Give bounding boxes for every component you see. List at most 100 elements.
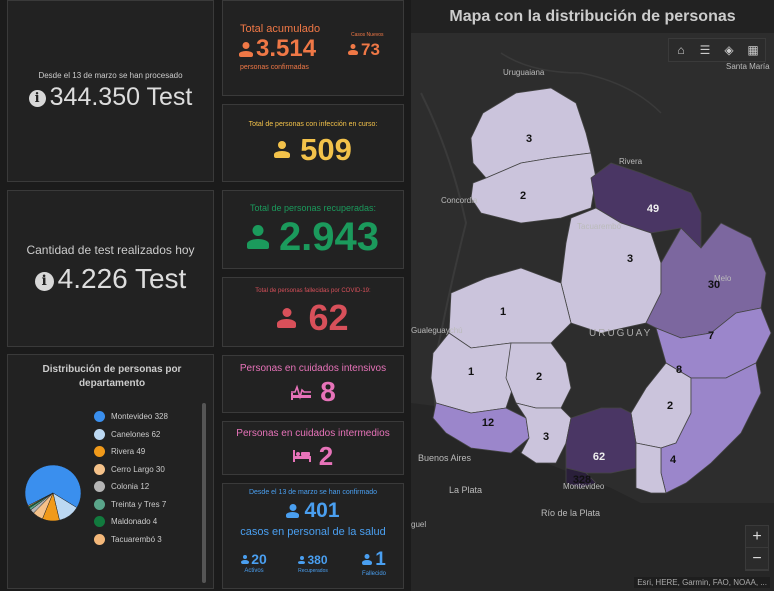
tests-today-caption: Cantidad de test realizados hoy (26, 242, 195, 257)
zoom-controls: + − (745, 525, 769, 571)
place-label: Montevideo (563, 482, 605, 491)
recuperados-label: Recuperados (298, 568, 328, 574)
place-label: Río de la Plata (541, 508, 600, 518)
department-soriano[interactable] (430, 332, 517, 414)
legend-item[interactable]: Tacuarembó 3 (94, 531, 204, 549)
place-label: Tacuarembó (577, 222, 622, 231)
distribution-legend: Montevideo 328 Canelones 62 Rivera 49 Cerro… (94, 408, 204, 548)
activos-value: 20 (251, 551, 267, 567)
intermedios-title: Personas en cuidados intermedios (236, 427, 390, 439)
legend-color-dot (94, 481, 105, 493)
department-value-tacuarembo: 3 (627, 253, 633, 265)
fallecido-value: 1 (375, 549, 386, 570)
person-icon (277, 308, 297, 328)
legend-item[interactable]: Maldonado 4 (94, 513, 204, 531)
distribution-pie-chart (24, 464, 82, 522)
legend-color-dot (94, 516, 105, 528)
legend-label: Colonia 12 (111, 482, 150, 492)
department-artigas[interactable] (470, 87, 592, 179)
bed-icon (292, 449, 311, 462)
recuperadas-card: Total de personas recuperadas: 2.943 (222, 190, 404, 269)
legend-scrollbar[interactable] (202, 403, 206, 583)
hospital-bed-pulse-icon (291, 384, 312, 400)
place-label: Melo (714, 274, 732, 283)
legend-color-dot (94, 428, 105, 440)
distribution-card: Distribución de personas por departament… (7, 354, 214, 589)
intensivos-value: 8 (320, 375, 336, 407)
salud-value: 401 (304, 499, 340, 522)
place-label: Santa María (726, 62, 770, 71)
department-value-san-jose: 3 (543, 431, 549, 443)
department-san-jose[interactable] (515, 402, 572, 464)
legend-label: Maldonado 4 (111, 517, 158, 527)
place-label: Gualeguaychú (411, 326, 463, 335)
legend-label: Rivera 49 (111, 447, 146, 457)
map-header: Mapa con la distribución de personas (411, 0, 774, 33)
basemap-gallery-icon[interactable]: ▦ (747, 43, 759, 57)
legend-list-icon[interactable]: ☰ (699, 43, 711, 57)
recuperadas-value: 2.943 (278, 214, 380, 259)
fallecidas-value: 62 (308, 297, 349, 338)
department-value-colonia: 12 (482, 417, 494, 429)
department-value-labels: 3 2 49 3 30 1 7 1 2 2 8 12 3 62 4 328 (468, 133, 720, 486)
map-toolbar: ⌂ ☰ ◈ ▦ (668, 38, 766, 62)
department-value-rivera: 49 (647, 203, 659, 215)
salud-caption: Desde el 13 de marzo se han confirmado (248, 489, 378, 496)
person-icon (246, 224, 269, 249)
zoom-out-button[interactable]: − (746, 548, 768, 570)
legend-color-dot (94, 411, 105, 423)
en-curso-card: Total de personas con infección en curso… (222, 104, 404, 182)
intensivos-title: Personas en cuidados intensivos (239, 362, 387, 374)
person-icon (348, 44, 358, 55)
department-value-maldonado: 4 (670, 454, 677, 466)
legend-item[interactable]: Canelones 62 (94, 426, 204, 444)
acumulado-card: Total acumulado 3.514 personas confirmad… (222, 0, 404, 96)
intermedios-value: 2 (318, 440, 334, 471)
person-icon (241, 554, 250, 564)
person-icon (286, 503, 300, 518)
legend-item[interactable]: Rivera 49 (94, 443, 204, 461)
department-colonia[interactable] (432, 402, 530, 454)
place-label: guel (411, 520, 426, 529)
zoom-in-button[interactable]: + (746, 526, 768, 548)
department-value-canelones: 62 (593, 451, 605, 463)
department-value-montevideo: 328 (573, 474, 591, 486)
legend-label: Canelones 62 (111, 429, 161, 439)
legend-color-dot (94, 446, 105, 458)
en-curso-title: Total de personas con infección en curso… (248, 121, 378, 128)
department-canelones[interactable] (565, 407, 637, 474)
place-label: Uruguaiana (503, 68, 545, 77)
info-icon: i (28, 89, 46, 107)
legend-label: Tacuarembó 3 (111, 534, 162, 544)
pie-slice-tacuarembó[interactable] (27, 492, 54, 507)
fallecidas-card: Total de personas fallecidas por COVID-1… (222, 277, 404, 347)
intermedios-card: Personas en cuidados intermedios 2 (222, 421, 404, 475)
legend-item[interactable]: Colonia 12 (94, 478, 204, 496)
department-rocha[interactable] (660, 362, 762, 494)
fallecidas-title: Total de personas fallecidas por COVID-1… (255, 288, 371, 294)
legend-label: Montevideo 328 (111, 412, 168, 422)
legend-label: Treinta y Tres 7 (111, 499, 167, 509)
department-value-artigas: 3 (526, 133, 532, 145)
department-maldonado[interactable] (635, 442, 667, 494)
legend-color-dot (94, 498, 105, 510)
place-label: Buenos Aires (418, 453, 472, 463)
legend-item[interactable]: Cerro Largo 30 (94, 461, 204, 479)
en-curso-value: 509 (300, 132, 352, 167)
person-icon (274, 141, 291, 158)
department-value-salto: 2 (520, 190, 526, 202)
place-label: Concordia (441, 196, 478, 205)
legend-item[interactable]: Treinta y Tres 7 (94, 496, 204, 514)
pie-slice-montevideo[interactable] (24, 464, 82, 508)
department-value-soriano: 1 (468, 366, 474, 378)
distribution-title: Distribución de personas por departament… (42, 364, 182, 389)
uruguay-map[interactable]: 3 2 49 3 30 1 7 1 2 2 8 12 3 62 4 328 Sa… (411, 33, 774, 591)
salud-card: Desde el 13 de marzo se han confirmado 4… (222, 483, 404, 589)
acumulado-value: 3.514 (256, 35, 317, 62)
legend-item[interactable]: Montevideo 328 (94, 408, 204, 426)
salud-subtitle: casos en personal de la salud (240, 526, 386, 538)
department-montevideo[interactable] (565, 467, 597, 489)
layers-icon[interactable]: ◈ (724, 43, 734, 57)
home-icon[interactable]: ⌂ (677, 43, 685, 57)
